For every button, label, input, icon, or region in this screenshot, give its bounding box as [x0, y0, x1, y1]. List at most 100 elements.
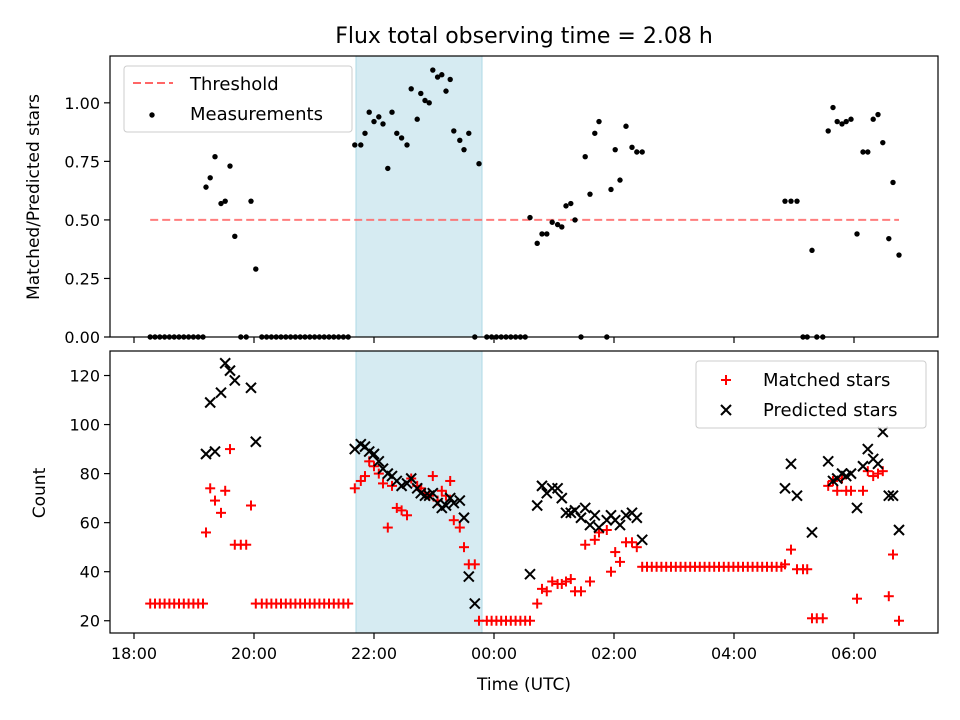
measurement-point	[422, 97, 428, 104]
matched-star-point	[343, 598, 354, 609]
legend-plus-marker	[721, 375, 731, 385]
measurement-point	[623, 123, 629, 129]
top-legend: Threshold Measurements	[123, 65, 353, 133]
measurement-point	[534, 240, 540, 247]
measurement-point	[539, 231, 545, 237]
predicted-star-point	[368, 448, 380, 460]
predicted-star-point	[620, 509, 632, 522]
measurement-point	[549, 219, 555, 225]
marker-stroke	[579, 502, 591, 514]
matched-star-point	[565, 574, 576, 585]
marker-stroke	[857, 460, 869, 472]
measurement-point	[366, 109, 372, 115]
matched-star-point	[802, 564, 813, 575]
matched-star-point	[459, 542, 469, 553]
measurement-point	[389, 109, 395, 115]
highlight-span-band	[355, 55, 483, 338]
measurement-point	[592, 130, 598, 136]
predicted-star-point	[883, 489, 895, 502]
top-ytick-label: 1.00	[64, 94, 100, 113]
marker-stroke	[636, 534, 648, 546]
matched-star-point	[580, 539, 591, 550]
predicted-star-point	[448, 497, 460, 509]
bottom-series-layer	[145, 357, 905, 626]
predicted-star-point	[556, 492, 568, 504]
marker-stroke	[440, 499, 452, 512]
predicted-star-point	[575, 512, 587, 524]
marker-stroke	[204, 396, 216, 409]
predicted-star-point	[224, 364, 236, 377]
measurement-point	[222, 198, 228, 204]
bottom-xtick-label: 04:00	[711, 644, 757, 663]
measurement-point	[854, 231, 860, 237]
measurement-point	[860, 149, 866, 155]
predicted-star-point	[531, 499, 543, 512]
marker-stroke	[822, 455, 834, 468]
top-ytick-label: 0.75	[64, 152, 100, 171]
matched-star-point	[246, 500, 256, 511]
marker-stroke	[373, 455, 385, 468]
matched-star-point	[894, 615, 904, 626]
measurement-point	[447, 76, 453, 83]
measurement-point	[371, 118, 377, 125]
measurement-point	[380, 121, 386, 127]
top-legend-measurements-label: Measurements	[190, 104, 323, 125]
bottom-xtick-label: 06:00	[831, 644, 877, 663]
matched-star-point	[610, 547, 621, 558]
measurement-point	[426, 100, 432, 106]
matched-star-point	[852, 593, 862, 604]
bottom-ytick-label: 40	[80, 563, 100, 582]
measurement-point	[782, 198, 788, 204]
top-legend-measurements-swatch	[149, 112, 155, 118]
matched-star-point	[220, 485, 231, 496]
matched-star-point	[547, 576, 558, 587]
top-ytick-label: 0.00	[64, 328, 100, 347]
top-highlight-span	[355, 55, 483, 338]
measurement-point	[376, 114, 382, 120]
predicted-star-point	[419, 489, 431, 502]
measurement-point	[830, 104, 836, 111]
bottom-panel: 20 40 60 80 100 120 18:00 20:00 22:00 00:00 02:00 0…	[30, 350, 939, 695]
marker-stroke	[556, 492, 568, 504]
marker-stroke	[589, 509, 601, 522]
predicted-star-point	[877, 426, 889, 438]
marker-stroke	[845, 467, 857, 480]
marker-stroke	[419, 489, 431, 502]
measurement-point	[865, 149, 871, 155]
measurement-point	[434, 74, 441, 80]
measurement-point	[612, 146, 618, 153]
bottom-ytick-label: 60	[80, 514, 100, 533]
marker-stroke	[415, 487, 427, 499]
marker-stroke	[368, 448, 380, 460]
bottom-xtick-label: 00:00	[471, 644, 517, 663]
bottom-legend-matched-label: Matched stars	[763, 370, 890, 391]
marker-stroke	[355, 438, 367, 450]
measurement-point	[563, 203, 569, 209]
top-title: Flux total observing time = 2.08 h	[335, 24, 713, 49]
predicted-star-point	[560, 507, 572, 519]
predicted-star-point	[851, 502, 863, 514]
marker-stroke	[575, 512, 587, 524]
marker-stroke	[631, 512, 643, 524]
predicted-star-point	[200, 448, 212, 460]
marker-stroke	[250, 436, 262, 448]
bottom-xlabel: Time (UTC)	[476, 675, 571, 695]
bottom-xtick-label: 02:00	[591, 644, 637, 663]
top-panel: Flux total observing time = 2.08 h 0.00 0…	[24, 24, 939, 347]
predicted-star-point	[215, 386, 227, 399]
predicted-star-point	[872, 458, 884, 470]
measurement-point	[207, 175, 213, 181]
marker-stroke	[229, 374, 241, 387]
top-axes-ticks: 0.00 0.25 0.50 0.75 1.00	[64, 94, 855, 347]
measurement-point	[568, 200, 574, 207]
predicted-star-point	[584, 519, 596, 531]
measurement-point	[404, 142, 410, 148]
marker-stroke	[620, 509, 632, 522]
top-legend-box	[123, 65, 353, 133]
matched-star-point	[576, 586, 586, 597]
matched-star-point	[205, 483, 216, 494]
bottom-legend-matched-swatch	[721, 375, 731, 385]
predicted-star-point	[779, 482, 791, 495]
bottom-ytick-label: 120	[69, 367, 100, 386]
top-ylabel: Matched/Predicted stars	[24, 94, 44, 300]
